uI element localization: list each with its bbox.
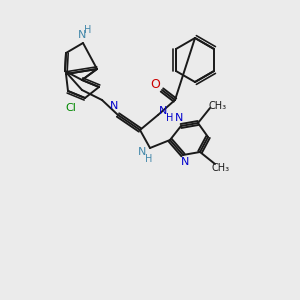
Text: O: O: [150, 79, 160, 92]
Text: N: N: [159, 106, 167, 116]
Text: H: H: [166, 113, 174, 123]
Text: N: N: [110, 101, 118, 111]
Text: N: N: [181, 157, 189, 167]
Text: CH₃: CH₃: [212, 163, 230, 173]
Text: CH₃: CH₃: [209, 101, 227, 111]
Text: N: N: [78, 30, 86, 40]
Text: N: N: [138, 147, 146, 157]
Text: H: H: [145, 154, 153, 164]
Text: Cl: Cl: [66, 103, 76, 113]
Text: N: N: [175, 113, 183, 123]
Text: H: H: [84, 25, 92, 35]
